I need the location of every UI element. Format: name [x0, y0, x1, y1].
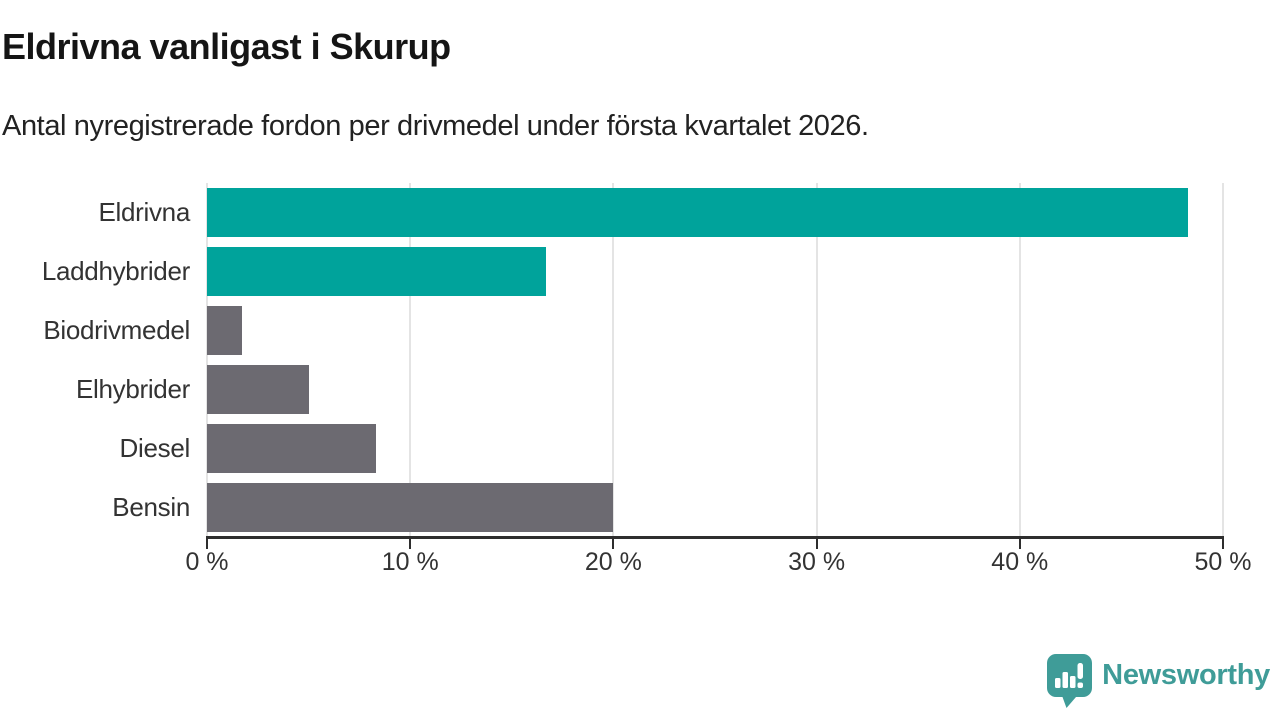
x-axis: [206, 536, 1224, 550]
chart-subtitle: Antal nyregistrerade fordon per drivmede…: [2, 110, 869, 142]
bar-bensin: [207, 483, 614, 532]
gridline-10: [409, 183, 412, 537]
x-tick-label-30: 30 %: [788, 548, 846, 576]
x-tick-labels: 0 % 10 % 20 % 30 % 40 % 50 %: [185, 548, 1251, 580]
plot-area: [206, 183, 1224, 537]
gridline-50: [1222, 183, 1224, 537]
x-tick-10: [409, 536, 412, 549]
x-tick-20: [612, 536, 615, 549]
newsworthy-brand-text: Newsworthy: [1102, 659, 1270, 691]
x-tick-label-20: 20 %: [584, 548, 642, 576]
category-label-eldrivna: Eldrivna: [98, 197, 190, 227]
chart-title: Eldrivna vanligast i Skurup: [2, 26, 451, 67]
bar-laddhybrider: [207, 247, 547, 296]
x-tick-0: [206, 536, 208, 549]
bar-biodrivmedel: [207, 306, 242, 355]
bar-eldrivna: [207, 188, 1189, 237]
category-label-bensin: Bensin: [112, 492, 190, 522]
gridline-30: [815, 183, 818, 537]
x-tick-label-0: 0 %: [185, 548, 229, 576]
x-tick-30: [815, 536, 818, 549]
x-tick-40: [1018, 536, 1021, 549]
category-label-laddhybrider: Laddhybrider: [41, 256, 190, 286]
newsworthy-logo-icon: [1047, 654, 1093, 708]
category-label-biodrivmedel: Biodrivmedel: [43, 315, 190, 345]
x-tick-label-50: 50 %: [1194, 548, 1252, 576]
newsworthy-logo: Newsworthy: [1046, 653, 1270, 708]
gridline-20: [612, 183, 615, 537]
x-axis-line: [206, 536, 1224, 539]
category-axis: Eldrivna Laddhybrider Biodrivmedel Elhybrid…: [0, 183, 190, 537]
x-tick-label-40: 40 %: [991, 548, 1049, 576]
bar-diesel: [207, 424, 376, 473]
bar-elhybrider: [207, 365, 309, 414]
x-tick-50: [1221, 536, 1224, 549]
category-label-diesel: Diesel: [119, 433, 191, 463]
category-label-elhybrider: Elhybrider: [75, 374, 190, 404]
x-tick-label-10: 10 %: [381, 548, 439, 576]
gridline-0: [206, 183, 208, 537]
gridline-40: [1018, 183, 1021, 537]
